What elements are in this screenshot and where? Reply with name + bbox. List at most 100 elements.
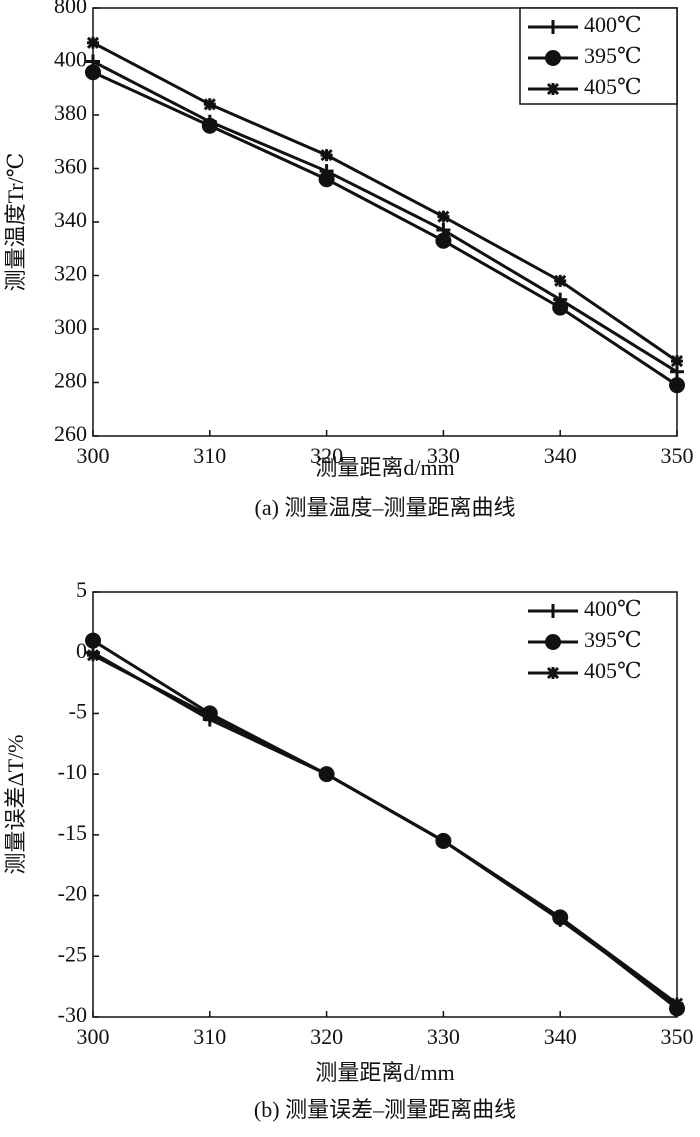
marker bbox=[85, 632, 101, 649]
x-tick-label: 310 bbox=[193, 1024, 226, 1049]
marker-shape bbox=[669, 377, 685, 394]
marker-shape bbox=[86, 649, 100, 662]
marker-shape bbox=[546, 604, 560, 618]
y-tick-label: 300 bbox=[54, 314, 87, 339]
marker-shape bbox=[545, 634, 561, 650]
y-axis-label: 测量误差ΔT/% bbox=[3, 734, 28, 874]
legend-label: 400℃ bbox=[584, 12, 642, 37]
marker-shape bbox=[554, 274, 567, 287]
y-tick-label: -30 bbox=[58, 1002, 87, 1027]
x-tick-label: 300 bbox=[77, 443, 110, 468]
y-tick-label: 400 bbox=[54, 47, 87, 72]
series-line bbox=[92, 60, 678, 374]
marker bbox=[85, 64, 101, 81]
marker-shape bbox=[546, 20, 560, 34]
marker-shape bbox=[201, 117, 218, 134]
plot-frame bbox=[92, 591, 678, 1018]
marker-shape bbox=[86, 36, 100, 49]
x-tick-label: 310 bbox=[193, 443, 226, 468]
marker bbox=[546, 20, 560, 34]
series-line bbox=[92, 651, 678, 1007]
legend-entry: 395℃ bbox=[528, 43, 642, 68]
marker-shape bbox=[85, 632, 101, 649]
series-line bbox=[92, 70, 678, 387]
marker bbox=[545, 50, 561, 66]
x-axis-label: 测量距离d/mm bbox=[315, 455, 454, 480]
marker-shape bbox=[320, 149, 333, 162]
x-tick-label: 330 bbox=[427, 1024, 460, 1049]
legend-label: 405℃ bbox=[584, 658, 642, 683]
marker bbox=[669, 377, 685, 394]
legend-entry: 400℃ bbox=[528, 12, 642, 37]
x-axis-label: 测量距离d/mm bbox=[315, 1060, 454, 1085]
series-line bbox=[92, 639, 678, 1010]
y-tick-label: -25 bbox=[58, 941, 87, 966]
y-tick-label: 340 bbox=[54, 207, 87, 232]
series-line bbox=[92, 653, 678, 1005]
y-axis-label: 测量温度Tr/℃ bbox=[3, 153, 28, 292]
x-tick-label: 330 bbox=[427, 443, 460, 468]
marker bbox=[318, 171, 335, 188]
y-tick-label: -15 bbox=[58, 820, 87, 845]
marker-shape bbox=[554, 911, 567, 924]
marker-shape bbox=[546, 82, 560, 96]
x-tick-label: 340 bbox=[544, 1024, 577, 1049]
y-tick-label: -20 bbox=[58, 881, 87, 906]
y-tick-label: 5 bbox=[76, 577, 87, 602]
marker bbox=[670, 364, 684, 379]
legend-label: 395℃ bbox=[584, 627, 642, 652]
marker-shape bbox=[437, 834, 450, 847]
marker bbox=[203, 709, 216, 722]
y-tick-label: 380 bbox=[54, 100, 87, 125]
marker bbox=[320, 149, 333, 162]
y-tick-label: 360 bbox=[54, 154, 87, 179]
legend-label: 395℃ bbox=[584, 43, 642, 68]
marker-shape bbox=[320, 768, 333, 781]
marker-shape bbox=[670, 364, 684, 379]
marker-shape bbox=[85, 64, 101, 81]
marker bbox=[545, 634, 561, 650]
y-tick-label: 800 bbox=[54, 0, 87, 18]
marker bbox=[546, 666, 560, 680]
marker bbox=[201, 117, 218, 134]
x-tick-label: 350 bbox=[661, 1024, 694, 1049]
marker bbox=[670, 355, 684, 368]
marker bbox=[552, 299, 569, 316]
y-tick-label: -10 bbox=[58, 759, 87, 784]
legend-label: 405℃ bbox=[584, 74, 642, 99]
marker-shape bbox=[203, 98, 216, 111]
marker bbox=[437, 834, 450, 847]
legend-entry: 405℃ bbox=[528, 658, 642, 683]
marker-shape bbox=[545, 50, 561, 66]
marker bbox=[86, 36, 100, 49]
marker bbox=[554, 274, 567, 287]
marker-shape bbox=[203, 709, 216, 722]
marker bbox=[435, 232, 452, 249]
caption: (a) 测量温度–测量距离曲线 bbox=[255, 495, 516, 520]
legend-entry: 395℃ bbox=[528, 627, 642, 652]
marker-shape bbox=[318, 171, 335, 188]
marker bbox=[546, 604, 560, 618]
marker-shape bbox=[670, 355, 684, 368]
x-tick-label: 320 bbox=[310, 1024, 343, 1049]
marker-shape bbox=[437, 210, 450, 223]
marker-shape bbox=[546, 666, 560, 680]
y-tick-label: -5 bbox=[69, 698, 87, 723]
marker-shape bbox=[552, 299, 569, 316]
legend-entry: 400℃ bbox=[528, 596, 642, 621]
marker bbox=[670, 997, 684, 1010]
y-tick-label: 260 bbox=[54, 421, 87, 446]
marker bbox=[554, 911, 567, 924]
x-tick-label: 320 bbox=[310, 443, 343, 468]
y-tick-label: 280 bbox=[54, 368, 87, 393]
series-line bbox=[92, 41, 678, 363]
marker bbox=[320, 768, 333, 781]
y-tick-label: 0 bbox=[76, 638, 87, 663]
marker bbox=[437, 210, 450, 223]
x-tick-label: 350 bbox=[661, 443, 694, 468]
marker-shape bbox=[435, 232, 452, 249]
marker bbox=[546, 82, 560, 96]
y-tick-label: 320 bbox=[54, 261, 87, 286]
x-tick-label: 340 bbox=[544, 443, 577, 468]
